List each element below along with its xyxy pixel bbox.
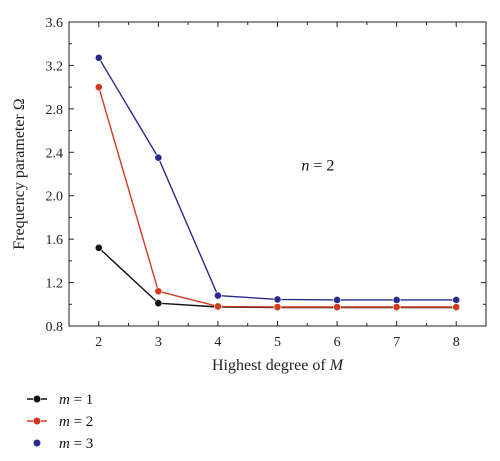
- y-tick-label: 0.8: [46, 320, 64, 335]
- legend-label: m = 2: [59, 414, 93, 430]
- legend-variable: m: [59, 414, 70, 430]
- plot-layer: 0.8 1.2 1.6 2.0 2.4 2.8 3.2 3.6 2 3 4 5 6 7 8: [46, 16, 487, 350]
- data-point-m3: [452, 296, 461, 304]
- y-tick-label: 2.0: [46, 190, 64, 205]
- plot-frame: [68, 21, 487, 327]
- legend-label: m = 1: [59, 392, 93, 408]
- annotation-value: = 2: [309, 158, 334, 175]
- y-tick-label: 2.8: [46, 103, 64, 118]
- x-tick-label: 8: [453, 335, 460, 350]
- y-tick-label: 3.2: [46, 59, 64, 74]
- data-point-m3: [154, 153, 163, 162]
- data-point-m3: [214, 291, 222, 300]
- legend: m = 1m = 2m = 3: [27, 392, 93, 452]
- data-point-m2: [214, 302, 222, 311]
- legend-value: = 2: [70, 414, 93, 430]
- y-tick-label: 3.6: [46, 16, 64, 31]
- data-point-m1: [94, 243, 103, 252]
- data-point-m2: [94, 83, 103, 92]
- x-tick-label: 2: [95, 335, 102, 350]
- y-tick-label: 2.4: [46, 146, 64, 161]
- data-point-m3: [273, 295, 282, 304]
- data-point-m2: [392, 303, 401, 311]
- legend-marker: [32, 416, 42, 426]
- data-point-m2: [273, 303, 282, 311]
- x-tick-label: 7: [393, 335, 400, 350]
- annotation-n: n = 2: [301, 158, 334, 175]
- series-line-m3: [98, 57, 457, 301]
- y-tick-label: 1.2: [46, 277, 64, 292]
- data-point-m3: [333, 296, 341, 304]
- legend-marker: [32, 438, 42, 448]
- x-tick-label: 6: [334, 335, 341, 350]
- y-axis-label: Frequency parameter Ω: [11, 98, 28, 249]
- legend-value: = 3: [70, 436, 93, 452]
- legend-marker: [32, 394, 42, 404]
- data-point-m3: [392, 296, 401, 304]
- x-axis-label-variable: M: [329, 357, 345, 374]
- data-point-m2: [452, 303, 461, 311]
- x-tick-label: 4: [214, 335, 221, 350]
- x-axis-label: Highest degree of M: [212, 357, 345, 374]
- legend-label: m = 3: [59, 436, 93, 452]
- data-point-m3: [94, 53, 103, 62]
- legend-value: = 1: [70, 392, 93, 408]
- data-point-m1: [154, 299, 163, 308]
- legend-variable: m: [59, 392, 70, 408]
- x-tick-label: 5: [274, 335, 281, 350]
- data-point-m2: [154, 287, 163, 296]
- data-point-m2: [333, 303, 341, 311]
- x-axis-label-prefix: Highest degree of: [212, 357, 330, 374]
- legend-variable: m: [59, 436, 70, 452]
- x-tick-label: 3: [155, 335, 162, 350]
- annotation-variable: n: [301, 158, 309, 175]
- series-line-m2: [98, 86, 457, 308]
- y-tick-label: 1.6: [46, 233, 64, 248]
